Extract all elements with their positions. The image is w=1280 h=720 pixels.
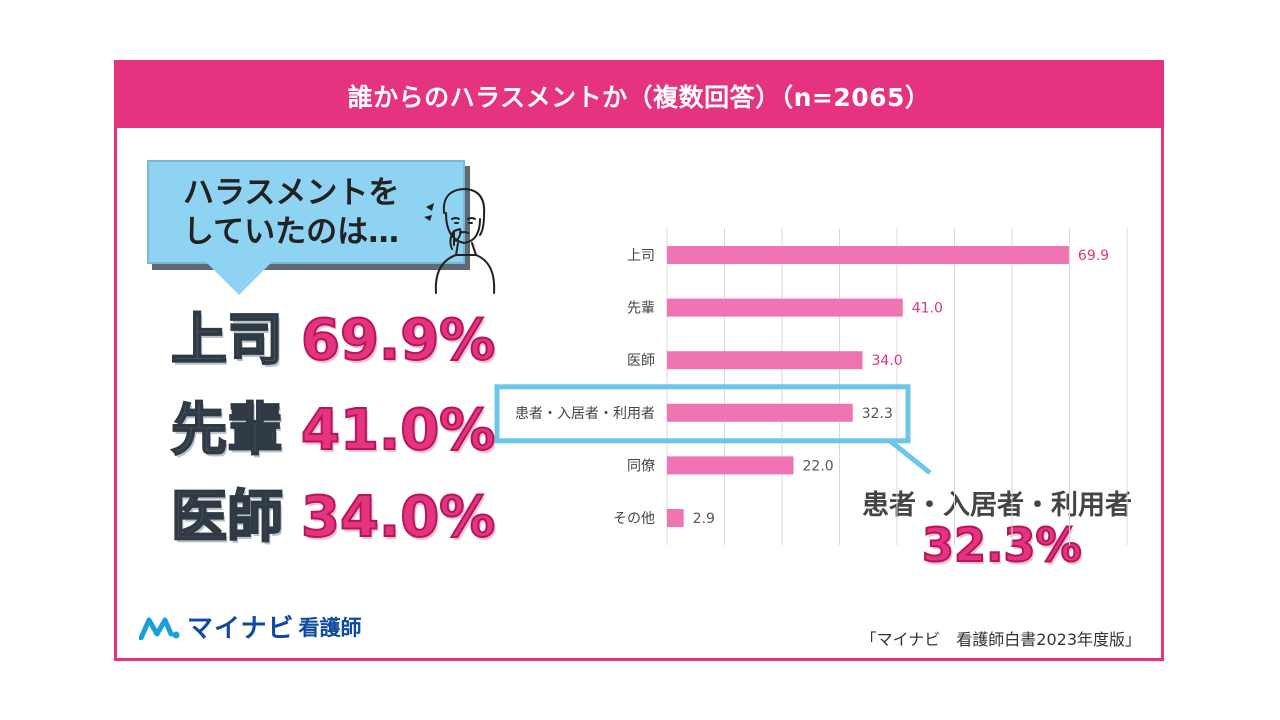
mynavi-logo: マイナビ 看護師 [139, 608, 361, 645]
speech-bubble-line-2: していたのは… [183, 214, 400, 250]
value-label-5: 22.0 [803, 458, 834, 474]
speech-bubble-text: ハラスメントを していたのは… [183, 174, 399, 252]
category-label-5: 同僚 [627, 458, 655, 474]
highlight-row-1: 上司 69.9% [170, 308, 496, 373]
highlight-label-1: 上司 [170, 308, 284, 373]
highlight-row-2: 先輩 41.0% [170, 398, 496, 463]
category-label-3: 医師 [627, 353, 655, 369]
value-label-3: 34.0 [872, 353, 903, 369]
logo-brand: マイナビ [187, 614, 295, 644]
speech-bubble-line-1: ハラスメントを [183, 175, 400, 211]
logo-sub: 看護師 [298, 615, 362, 640]
highlight-box [494, 384, 911, 444]
category-label-6: その他 [613, 511, 655, 527]
value-label-6: 2.9 [693, 511, 715, 527]
highlight-connector [888, 438, 932, 475]
bar-3 [667, 351, 863, 370]
chart-card: 誰からのハラスメントか（複数回答）（n=2065） ハラスメントを していたのは… [114, 60, 1164, 661]
highlight-label-3: 医師 [170, 485, 284, 550]
bar-6 [667, 509, 684, 527]
value-label-1: 69.9 [1078, 248, 1109, 264]
highlight-label-2: 先輩 [170, 398, 284, 463]
category-label-2: 先輩 [627, 301, 655, 317]
highlight-value-2: 41.0% [300, 398, 496, 463]
callout-value: 32.3% [921, 517, 1083, 573]
highlight-value-3: 34.0% [300, 485, 496, 550]
bar-1 [667, 246, 1069, 264]
highlight-row-3: 医師 34.0% [170, 485, 496, 550]
speech-bubble: ハラスメントを していたのは… [147, 160, 465, 264]
value-label-2: 41.0 [912, 301, 943, 317]
chart-title: 誰からのハラスメントか（複数回答）（n=2065） [117, 63, 1161, 128]
bar-2 [667, 298, 903, 317]
mynavi-logo-icon [139, 617, 180, 640]
callout-label: 患者・入居者・利用者 [862, 490, 1132, 521]
worried-person-illustration [424, 188, 496, 294]
value-label-4: 32.3 [862, 406, 893, 422]
bar-4 [667, 403, 853, 422]
speech-bubble-tail [205, 261, 273, 295]
category-label-4: 患者・入居者・利用者 [515, 406, 655, 422]
category-label-1: 上司 [627, 248, 655, 264]
highlight-value-1: 69.9% [300, 308, 496, 373]
source-note: 「マイナビ 看護師白書2023年度版」 [860, 630, 1141, 649]
bar-5 [667, 456, 794, 475]
